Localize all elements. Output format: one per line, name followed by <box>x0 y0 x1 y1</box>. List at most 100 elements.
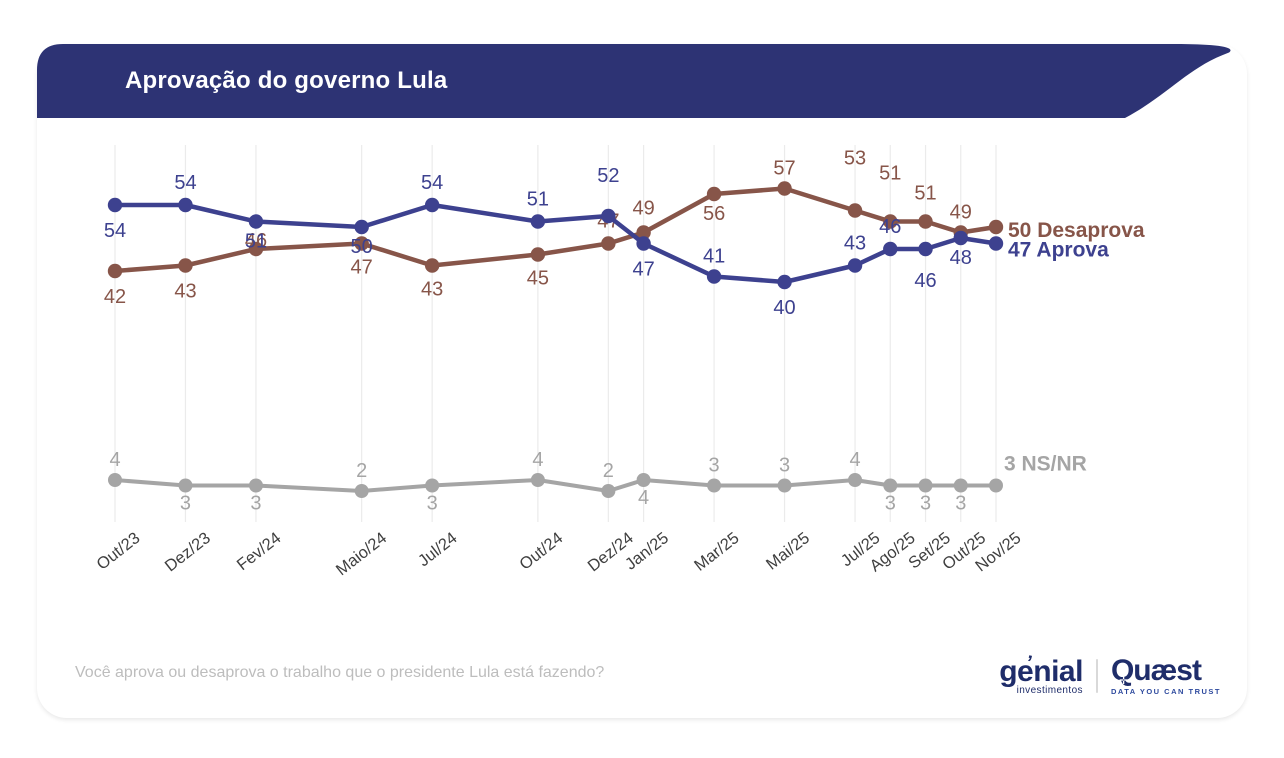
value-label: 49 <box>632 198 654 220</box>
data-point <box>530 247 546 262</box>
genial-logo-subtext: investimentos <box>1016 684 1083 696</box>
value-label: 47 <box>351 257 373 279</box>
quaest-logo: ✛ Quæst DATA YOU CAN TRUST <box>1110 654 1221 697</box>
data-point <box>424 197 440 213</box>
value-label: 4 <box>109 449 120 471</box>
value-label: 54 <box>174 172 196 194</box>
value-label: 4 <box>638 487 649 509</box>
value-label: 45 <box>527 268 549 290</box>
x-axis-label: Out/23 <box>93 529 143 574</box>
data-point <box>847 203 863 218</box>
quaest-compass-icon: ✛ <box>1118 675 1128 687</box>
data-point <box>178 478 193 493</box>
data-point <box>424 258 440 273</box>
value-label: 50 <box>351 236 373 258</box>
value-label: 53 <box>844 148 866 170</box>
data-point <box>178 258 193 273</box>
value-label: 3 <box>779 455 790 477</box>
data-point <box>601 236 616 251</box>
data-point <box>988 236 1004 251</box>
value-label: 2 <box>603 460 614 482</box>
data-point <box>883 241 898 257</box>
data-point <box>707 478 722 493</box>
data-point <box>354 236 369 251</box>
x-axis-label: Mar/25 <box>691 529 743 575</box>
header: Aprovação do governo Lula <box>37 44 1247 118</box>
data-point <box>988 219 1004 235</box>
x-axis-label: Jul/24 <box>415 529 461 570</box>
value-label: 49 <box>950 202 972 224</box>
value-label: 43 <box>844 233 866 255</box>
value-label: 46 <box>914 270 936 292</box>
data-point <box>530 473 545 487</box>
value-label: 54 <box>104 220 126 242</box>
value-label: 3 <box>250 493 261 515</box>
value-label: 51 <box>245 231 267 253</box>
value-label: 54 <box>421 172 443 194</box>
x-axis-label: Mai/25 <box>763 529 813 574</box>
data-point <box>248 478 263 493</box>
header-swoosh-shape <box>37 44 1231 118</box>
value-label: 47 <box>632 259 654 281</box>
data-point <box>918 478 933 493</box>
value-label: 3 <box>180 493 191 515</box>
value-label: 42 <box>104 286 126 308</box>
data-point <box>601 484 616 498</box>
data-point <box>108 473 122 487</box>
data-point <box>918 241 933 257</box>
data-point <box>636 225 651 240</box>
data-point <box>178 197 193 213</box>
value-label: 2 <box>356 460 367 482</box>
data-point <box>918 214 933 229</box>
data-point <box>848 473 863 487</box>
page-title: Aprovação do governo Lula <box>125 67 448 94</box>
value-label: 56 <box>703 203 725 225</box>
value-label: 3 <box>885 493 896 515</box>
value-label: 43 <box>174 281 196 303</box>
series-nsnr: 4 3 3 2 3 4 2 4 3 3 4 3 3 3 3 NS/NR <box>108 449 1087 515</box>
data-point <box>989 478 1003 493</box>
logos: ʼ genial investimentos ✛ Quæst DATA YOU … <box>999 651 1221 697</box>
x-axis-label: Dez/23 <box>162 529 214 575</box>
data-point <box>530 214 546 229</box>
series-end-label: 50 Desaprova <box>1008 219 1145 242</box>
data-point <box>107 263 123 279</box>
data-point <box>706 269 722 284</box>
data-point <box>248 241 264 257</box>
series-desaprova: 42 43 46 47 43 45 47 49 56 57 53 51 51 49 50 Desaprova <box>104 148 1145 309</box>
data-point <box>777 181 792 196</box>
series-line <box>113 478 998 493</box>
quaest-logo-name: ✛ Quæst <box>1110 654 1202 688</box>
value-label: 4 <box>849 449 860 471</box>
value-label: 4 <box>532 449 543 471</box>
value-label: 52 <box>597 165 619 187</box>
data-point <box>883 214 898 229</box>
survey-question: Você aprova ou desaprova o trabalho que … <box>75 664 605 681</box>
value-label: 51 <box>879 163 901 185</box>
data-point <box>354 219 369 235</box>
quaest-logo-text: Quæst <box>1110 654 1202 687</box>
logo-divider <box>1095 659 1098 693</box>
data-point <box>953 478 968 493</box>
value-label: 3 <box>955 493 966 515</box>
data-point <box>425 478 440 493</box>
value-label: 57 <box>773 158 795 180</box>
value-label: 51 <box>527 189 549 211</box>
data-point <box>847 258 863 273</box>
value-label: 3 <box>920 493 931 515</box>
data-point <box>777 274 792 290</box>
x-axis-label: Fev/24 <box>234 529 285 574</box>
data-point <box>706 186 722 202</box>
value-label: 43 <box>421 279 443 301</box>
value-label: 46 <box>879 216 901 238</box>
data-point <box>636 473 651 487</box>
value-label: 40 <box>773 297 795 319</box>
data-point <box>883 478 898 493</box>
header-swoosh-path <box>37 44 1231 118</box>
x-axis-label: Out/24 <box>516 529 566 574</box>
data-point <box>354 484 369 498</box>
series-end-label: 47 Aprova <box>1008 239 1109 262</box>
